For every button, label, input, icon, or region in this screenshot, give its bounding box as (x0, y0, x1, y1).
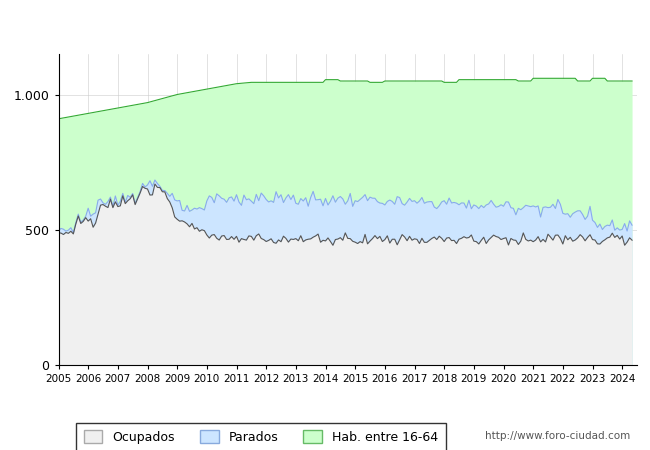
Legend: Ocupados, Parados, Hab. entre 16-64: Ocupados, Parados, Hab. entre 16-64 (76, 423, 446, 450)
Text: Guijo de Galisteo - Evolucion de la poblacion en edad de Trabajar Mayo de 2024: Guijo de Galisteo - Evolucion de la pobl… (47, 17, 603, 31)
Text: http://www.foro-ciudad.com: http://www.foro-ciudad.com (486, 431, 630, 441)
